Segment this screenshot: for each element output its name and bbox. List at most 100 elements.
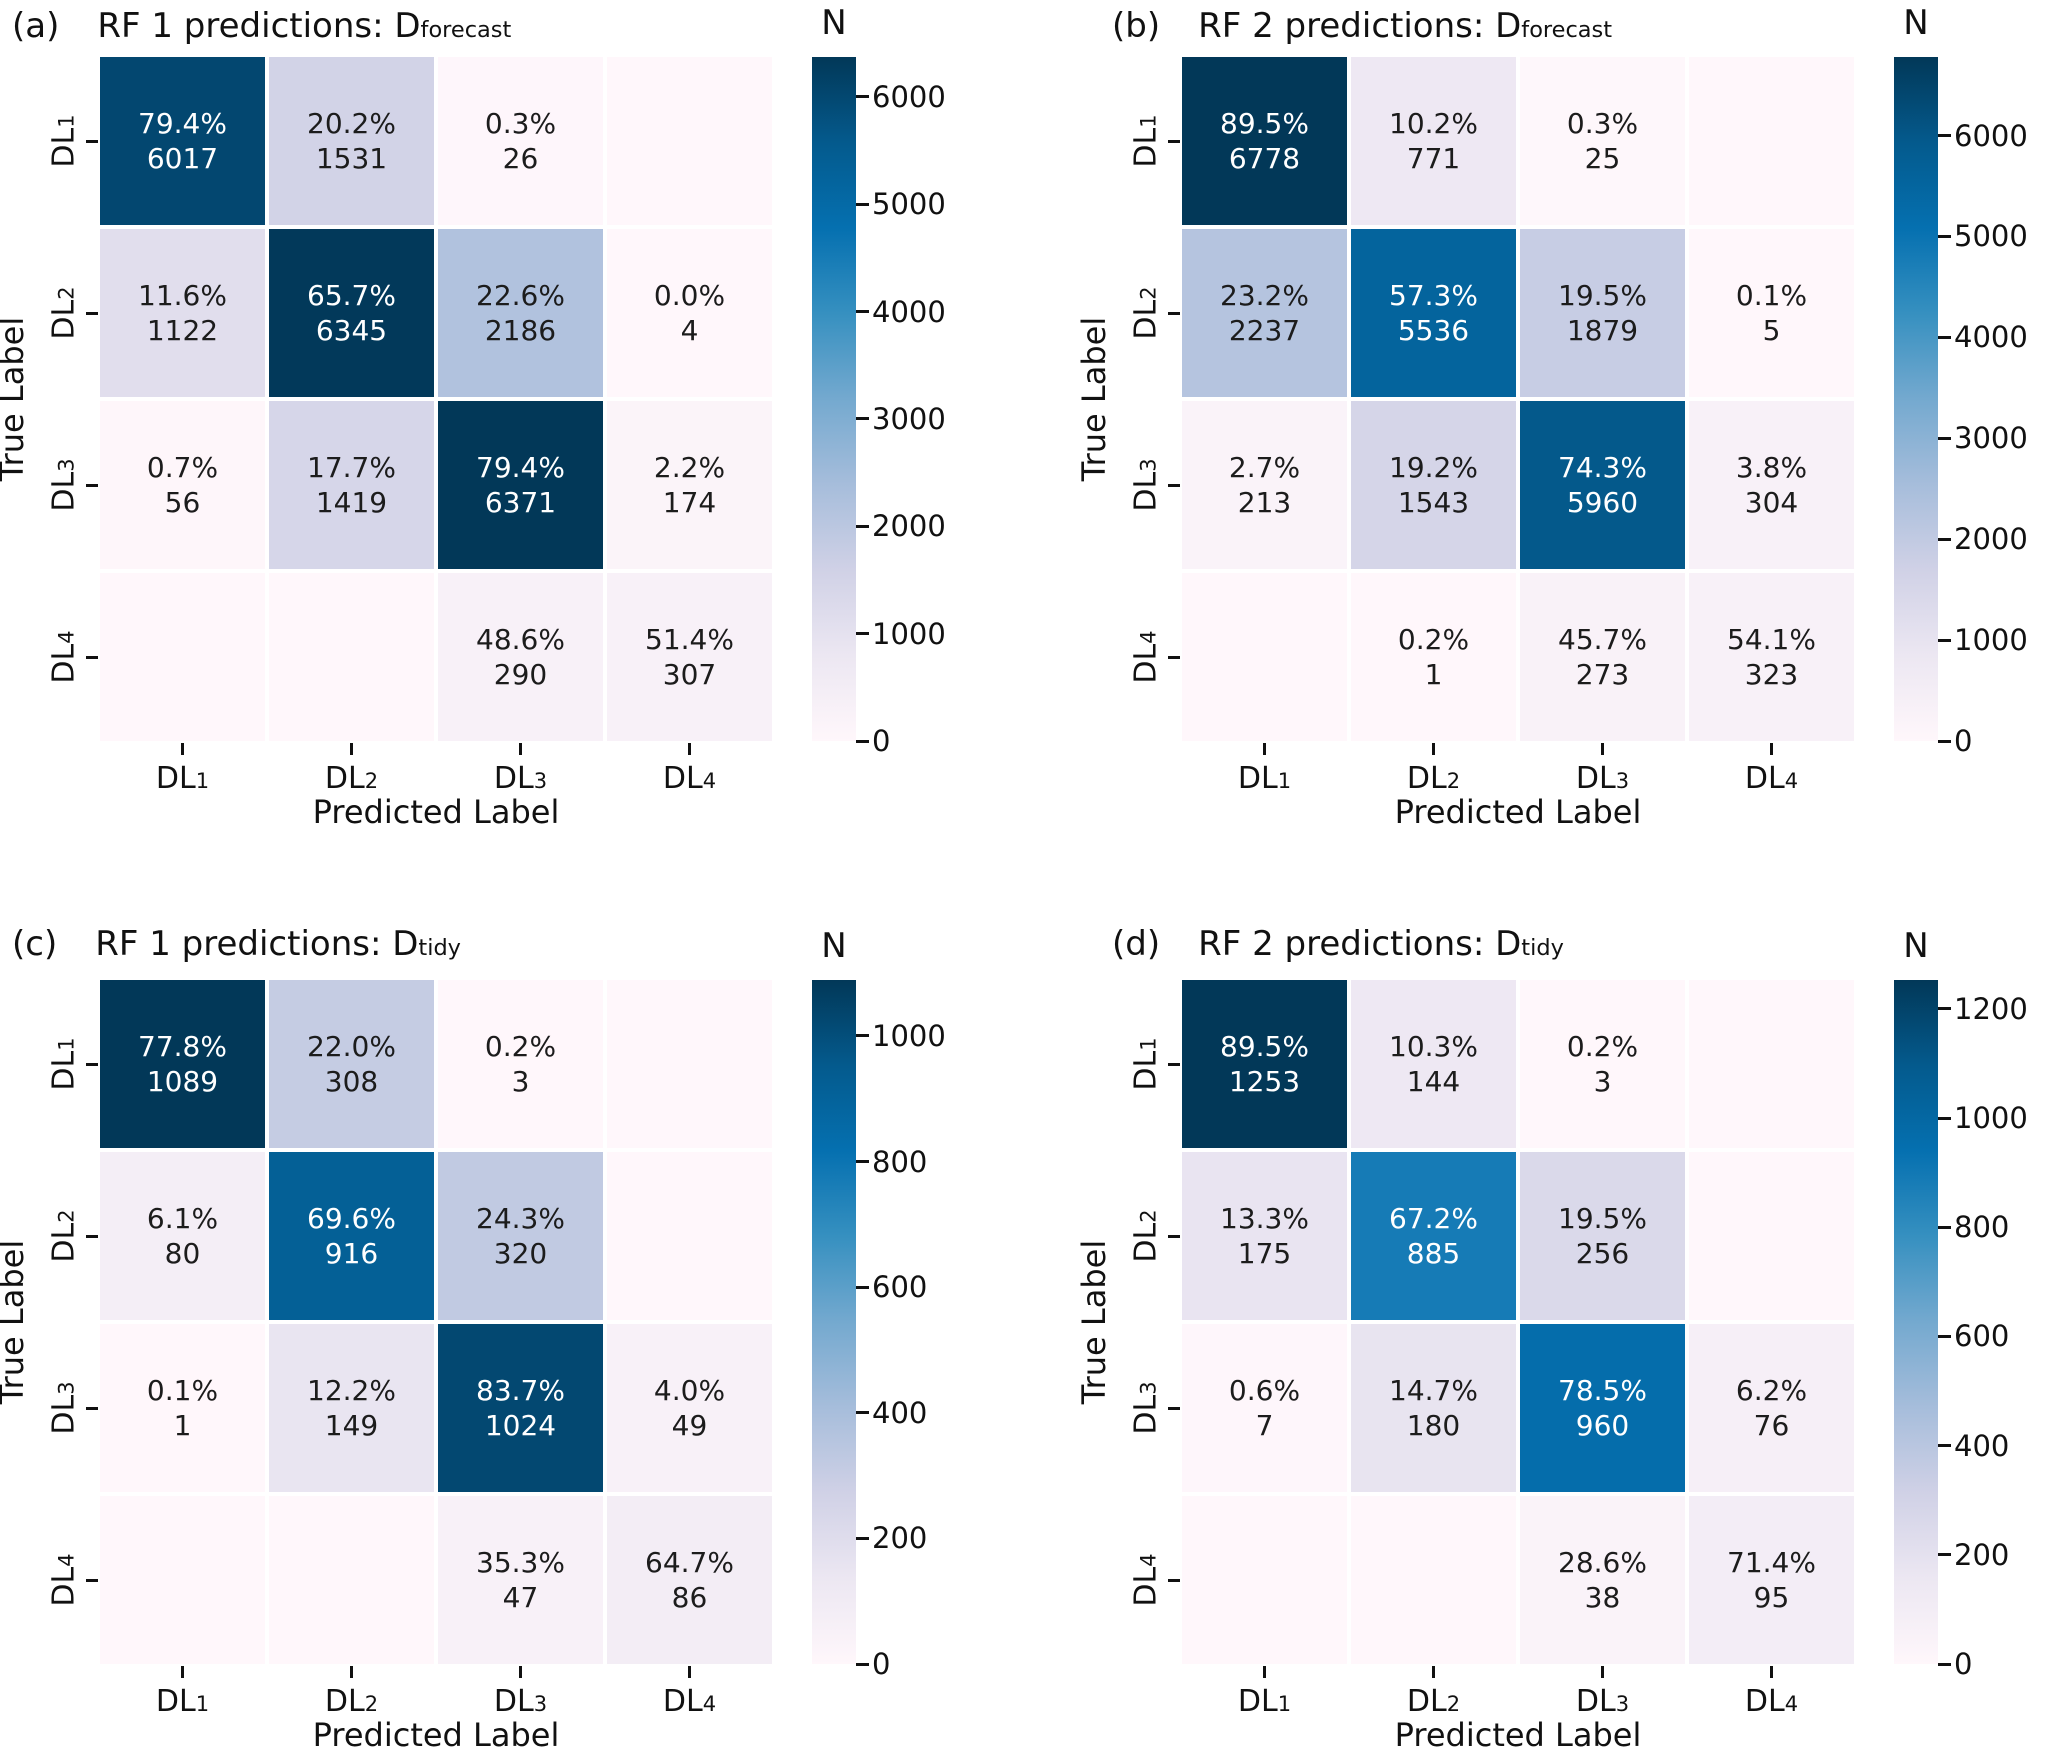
tick-label-text: DL [1128, 1394, 1164, 1435]
heatmap-cell-r2c3: 24.3% 320 [438, 1152, 603, 1320]
tick-label-subscript: 4 [54, 1553, 79, 1567]
cell-percent: 28.6% [1558, 1546, 1647, 1579]
heatmap-cell-r4c2 [1351, 1496, 1516, 1664]
tick-label-subscript: 1 [1277, 1692, 1292, 1716]
heatmap-cell-r1c4 [607, 57, 772, 225]
colorbar-tick-mark [1938, 1662, 1951, 1666]
cell-percent: 67.2% [1389, 1202, 1478, 1235]
tick-label-text: DL [155, 1684, 196, 1719]
x-tick-label: DL3 [1576, 761, 1629, 796]
y-tick-mark [86, 1234, 98, 1238]
colorbar-tick-mark [1938, 436, 1951, 440]
y-tick-label: DL4 [47, 1553, 82, 1606]
x-tick-label: DL2 [325, 761, 378, 796]
panel-tag: (a) [12, 6, 60, 46]
colorbar-tick-mark [856, 524, 869, 528]
panel-title-text: RF 2 predictions: D [1198, 6, 1522, 46]
x-tick-label: DL4 [1745, 1684, 1798, 1719]
x-tick-mark [1770, 743, 1773, 755]
colorbar-tick-mark [1938, 1334, 1951, 1338]
panel-tag: (b) [1112, 6, 1161, 46]
x-tick-label: DL1 [1238, 761, 1291, 796]
cell-percent: 0.3% [484, 107, 557, 140]
colorbar-tick-label: 1000 [872, 616, 946, 651]
panel-title-subscript: forecast [1521, 17, 1613, 43]
cell-percent: 6.2% [1735, 1374, 1808, 1407]
tick-label-text: DL [1744, 1684, 1785, 1719]
panel-d: (d) RF 2 predictions: Dtidy True Label 89… [1034, 880, 2067, 1755]
cell-count: 175 [1237, 1237, 1292, 1270]
cell-percent: 89.5% [1220, 107, 1309, 140]
heatmap-cell-r4c1 [100, 1496, 265, 1664]
y-tick-mark [1168, 1578, 1180, 1582]
heatmap-cell-r2c1: 23.2% 2237 [1182, 229, 1347, 397]
colorbar-label: N [1903, 926, 1929, 966]
cell-count: 2186 [484, 314, 557, 347]
tick-label-subscript: 1 [1277, 769, 1292, 793]
y-tick-mark [1168, 655, 1180, 659]
colorbar-gradient [1894, 980, 1938, 1664]
cell-count: 885 [1406, 1237, 1461, 1270]
tick-label-subscript: 4 [1784, 769, 1799, 793]
cell-percent: 65.7% [307, 279, 396, 312]
cell-count: 2237 [1228, 314, 1301, 347]
colorbar-label: N [821, 926, 847, 966]
cell-percent: 24.3% [476, 1202, 565, 1235]
cell-count: 76 [1753, 1409, 1790, 1442]
cell-count: 25 [1584, 142, 1621, 175]
tick-label-subscript: 3 [533, 769, 548, 793]
heatmap-cell-r1c2: 22.0% 308 [269, 980, 434, 1148]
cell-count: 6017 [146, 142, 219, 175]
colorbar-tick-label: 1000 [1954, 1101, 2028, 1136]
heatmap-cell-r3c2: 19.2% 1543 [1351, 401, 1516, 569]
cell-count: 47 [502, 1581, 539, 1614]
cell-percent: 51.4% [645, 623, 734, 656]
colorbar-tick-mark [856, 1034, 869, 1038]
x-tick-label: DL3 [1576, 1684, 1629, 1719]
heatmap-grid: 79.4% 6017 20.2% 1531 0.3% 26 11.6% 1122 65.7% 63… [100, 57, 772, 741]
y-axis-label: True Label [0, 1239, 31, 1405]
panel-tag: (d) [1112, 924, 1161, 964]
colorbar-tick-mark [1938, 335, 1951, 339]
cell-count: 960 [1575, 1409, 1630, 1442]
colorbar-tick-label: 400 [1954, 1428, 2010, 1463]
y-tick-mark [1168, 1062, 1180, 1066]
cell-count: 1253 [1228, 1065, 1301, 1098]
heatmap-cell-r1c1: 89.5% 1253 [1182, 980, 1347, 1148]
y-tick-label: DL2 [47, 286, 82, 339]
tick-label-text: DL [46, 1050, 82, 1091]
x-tick-mark [181, 1666, 184, 1678]
x-tick-label: DL2 [325, 1684, 378, 1719]
tick-label-text: DL [46, 1222, 82, 1263]
colorbar-tick-label: 1200 [1954, 991, 2028, 1026]
heatmap-cell-r3c1: 2.7% 213 [1182, 401, 1347, 569]
panel-title-text: RF 1 predictions: D [95, 924, 419, 964]
tick-label-text: DL [46, 299, 82, 340]
tick-label-subscript: 4 [702, 1692, 717, 1716]
y-tick-label: DL1 [1129, 1037, 1164, 1090]
cell-count: 3 [1593, 1065, 1612, 1098]
colorbar-tick-mark [1938, 1225, 1951, 1229]
panel-title: (d) RF 2 predictions: Dtidy [1112, 924, 1564, 964]
colorbar-tick-label: 600 [872, 1270, 928, 1305]
cell-count: 213 [1237, 486, 1292, 519]
cell-count: 6345 [315, 314, 388, 347]
heatmap-cell-r2c2: 57.3% 5536 [1351, 229, 1516, 397]
y-tick-label: DL4 [1129, 1553, 1164, 1606]
heatmap-cell-r3c4: 2.2% 174 [607, 401, 772, 569]
cell-count: 5536 [1397, 314, 1470, 347]
y-tick-mark [86, 311, 98, 315]
cell-percent: 0.1% [1735, 279, 1808, 312]
heatmap-cell-r2c4: 0.0% 4 [607, 229, 772, 397]
heatmap-cell-r1c3: 0.2% 3 [1520, 980, 1685, 1148]
y-tick-label: DL2 [47, 1209, 82, 1262]
cell-percent: 19.5% [1558, 1202, 1647, 1235]
panel-c: (c) RF 1 predictions: Dtidy True Label 77… [0, 880, 1033, 1755]
heatmap-cell-r3c4: 6.2% 76 [1689, 1324, 1854, 1492]
heatmap-cell-r2c4: 0.1% 5 [1689, 229, 1854, 397]
cell-count: 1419 [315, 486, 388, 519]
cell-percent: 3.8% [1735, 451, 1808, 484]
x-tick-mark [350, 1666, 353, 1678]
tick-label-text: DL [1128, 1222, 1164, 1263]
cell-count: 56 [164, 486, 201, 519]
